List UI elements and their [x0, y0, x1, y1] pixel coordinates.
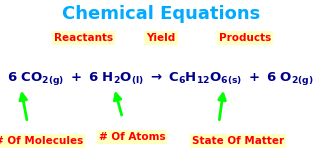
Text: Yield: Yield	[147, 33, 175, 43]
Text: $\mathbf{6\ CO_{2(g)}\ +\ 6\ H_2O_{(l)}\ \rightarrow\ C_6H_{12}O_{6(s)}\ +\ 6\ O: $\mathbf{6\ CO_{2(g)}\ +\ 6\ H_2O_{(l)}\…	[7, 70, 315, 87]
Text: Chemical Equations: Chemical Equations	[62, 5, 260, 23]
Text: State Of Matter: State Of Matter	[192, 136, 284, 146]
Text: Products: Products	[219, 33, 271, 43]
Text: # Of Atoms: # Of Atoms	[99, 132, 165, 142]
Text: # Of Molecules: # Of Molecules	[0, 136, 83, 146]
Text: Reactants: Reactants	[54, 33, 113, 43]
